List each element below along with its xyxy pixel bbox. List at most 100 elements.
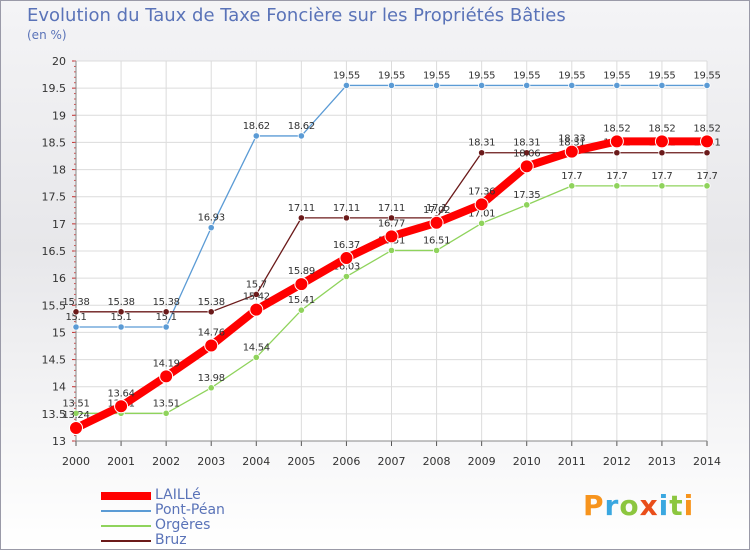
data-label: 19.55 <box>603 70 630 81</box>
data-label: 18.31 <box>468 138 495 149</box>
logo-letter: t <box>669 489 684 522</box>
logo-letter: r <box>604 489 620 522</box>
data-label: 13.64 <box>108 388 135 399</box>
data-label: 13.98 <box>198 373 225 384</box>
data-point <box>703 182 711 190</box>
data-point <box>114 399 129 414</box>
x-tick-label: 2014 <box>693 455 721 468</box>
data-point <box>523 201 531 209</box>
data-point <box>568 81 576 90</box>
data-point <box>384 229 399 244</box>
data-label: 19.55 <box>468 70 495 81</box>
x-tick-label: 2008 <box>423 455 451 468</box>
data-point <box>204 338 219 353</box>
data-label: 17.36 <box>468 186 495 197</box>
data-point <box>703 81 711 90</box>
y-tick-label: 15 <box>52 326 66 339</box>
data-point <box>342 272 351 281</box>
data-label: 19.55 <box>423 70 450 81</box>
unit-label: (en %) <box>27 28 67 42</box>
data-label: 18.33 <box>558 134 585 145</box>
data-point <box>207 384 215 392</box>
y-tick-label: 17.5 <box>42 191 67 204</box>
legend-swatch-pont-pean <box>101 510 151 512</box>
data-point <box>658 182 666 190</box>
data-label: 15.38 <box>108 297 135 308</box>
x-tick-label: 2010 <box>513 455 541 468</box>
data-point <box>342 214 351 222</box>
data-point <box>117 323 125 331</box>
data-label: 18.31 <box>558 138 585 149</box>
legend-swatch-orgeres <box>101 525 151 527</box>
series-pont-pean: 15.1 15.1 15.1 16.93 18.62 18.62 19.55 19.55 19.… <box>65 70 721 331</box>
data-point <box>207 308 215 316</box>
data-label: 15.1 <box>111 312 132 323</box>
series-orgeres: 13.5113.5113.5113.9814.5415.4116.0316.51… <box>62 171 718 417</box>
data-point <box>339 251 354 266</box>
x-tick-label: 2003 <box>197 455 225 468</box>
data-label: 18.31 <box>513 138 540 149</box>
data-label: 18.62 <box>243 121 270 132</box>
y-tick-label: 17 <box>52 218 66 231</box>
data-label: 14.76 <box>198 327 225 338</box>
logo-letter: x <box>639 489 659 522</box>
logo-letter: o <box>619 489 640 522</box>
data-point <box>162 409 170 417</box>
data-point <box>564 144 579 159</box>
data-label: 16.37 <box>333 240 360 251</box>
x-tick-label: 2009 <box>468 455 496 468</box>
y-tick-label: 16 <box>52 272 66 285</box>
data-point <box>613 182 621 190</box>
legend-swatch-bruz <box>101 540 151 542</box>
y-tick-label: 14.5 <box>42 354 67 367</box>
data-point <box>387 246 396 255</box>
y-tick-label: 14 <box>52 381 66 394</box>
data-point <box>249 302 264 317</box>
data-point <box>478 81 486 90</box>
data-label: 18.52 <box>603 123 630 134</box>
data-point <box>700 134 714 149</box>
y-tick-label: 18.5 <box>42 136 67 149</box>
data-point <box>703 149 711 157</box>
logo-letter: i <box>683 489 695 522</box>
data-point <box>478 149 486 157</box>
data-label: 13.51 <box>153 398 180 409</box>
data-point <box>252 290 260 299</box>
data-point <box>162 308 170 316</box>
data-point <box>162 323 170 331</box>
y-tick-label: 18 <box>52 164 66 177</box>
y-tick-label: 16.5 <box>42 245 67 258</box>
data-label: 17.7 <box>606 171 627 182</box>
data-point <box>252 132 260 140</box>
data-point <box>432 81 441 90</box>
y-tick-label: 19.5 <box>42 82 67 95</box>
data-label: 15.7 <box>246 279 267 290</box>
data-point <box>69 420 83 435</box>
data-label: 18.62 <box>288 121 315 132</box>
data-label: 15.41 <box>288 295 315 306</box>
x-tick-label: 2000 <box>62 455 90 468</box>
x-tick-label: 2004 <box>242 455 270 468</box>
data-label: 16.77 <box>378 218 405 229</box>
data-point <box>387 81 396 90</box>
y-tick-label: 13 <box>52 435 66 448</box>
data-label: 15.38 <box>62 297 89 308</box>
proxiti-logo: Proxiti <box>583 489 694 522</box>
data-point <box>613 149 621 157</box>
legend-swatch-laille <box>101 492 151 500</box>
logo-letter: P <box>583 489 605 522</box>
data-label: 13.24 <box>62 410 89 421</box>
data-label: 17.11 <box>288 203 315 214</box>
data-label: 14.19 <box>153 358 180 369</box>
data-label: 17.7 <box>651 171 672 182</box>
data-point <box>294 277 309 292</box>
x-tick-label: 2002 <box>152 455 180 468</box>
data-point <box>207 224 215 232</box>
data-label: 17.11 <box>378 203 405 214</box>
data-label: 17.1 <box>426 203 447 214</box>
x-tick-label: 2007 <box>378 455 406 468</box>
data-point <box>72 308 80 316</box>
data-point <box>297 306 305 314</box>
